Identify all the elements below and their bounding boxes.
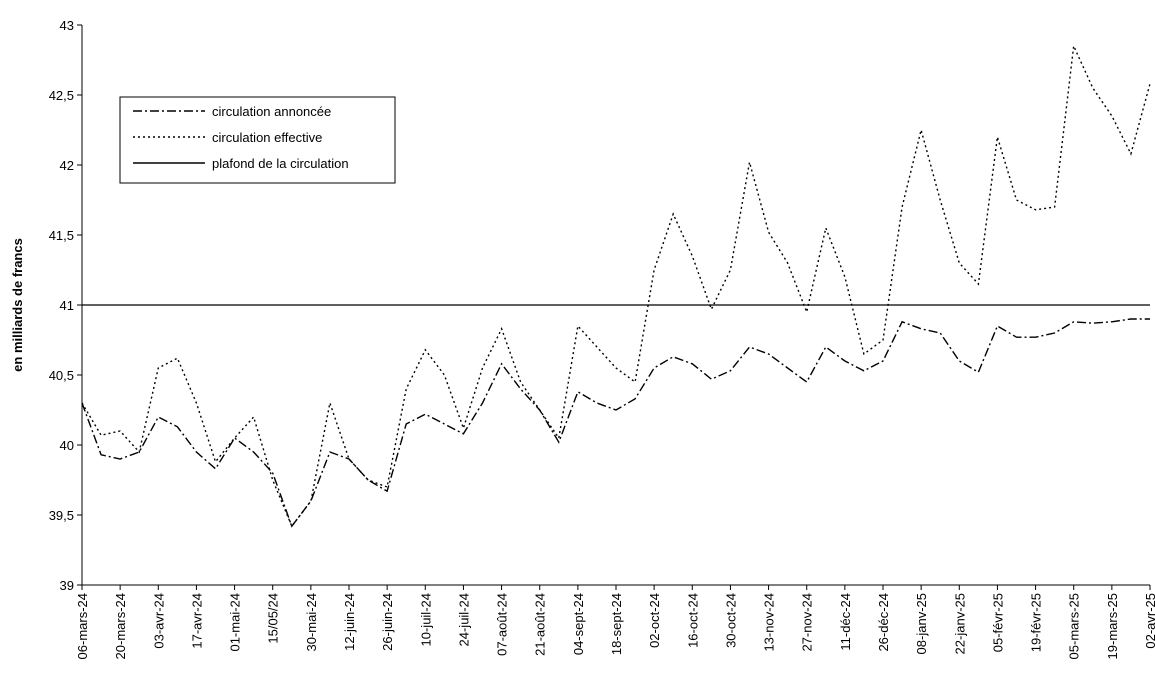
y-tick-label: 40,5 [49, 368, 74, 383]
legend-label: plafond de la circulation [212, 156, 349, 171]
x-tick-label: 11-déc-24 [838, 593, 853, 651]
legend-label: circulation annoncée [212, 104, 331, 119]
x-tick-label: 03-avr-24 [151, 593, 166, 649]
x-tick-label: 15/05/24 [266, 593, 281, 644]
x-tick-label: 02-oct-24 [647, 593, 662, 648]
x-tick-label: 24-juil-24 [456, 593, 471, 646]
x-tick-label: 22-janv-25 [952, 593, 967, 654]
x-tick-label: 20-mars-24 [113, 593, 128, 659]
x-tick-label: 18-sept-24 [609, 593, 624, 655]
x-tick-label: 05-mars-25 [1067, 593, 1082, 659]
x-tick-label: 17-avr-24 [189, 593, 204, 649]
x-tick-label: 01-mai-24 [228, 593, 243, 652]
y-tick-label: 39 [60, 578, 74, 593]
x-tick-label: 21-août-24 [533, 593, 548, 656]
x-tick-label: 12-juin-24 [342, 593, 357, 651]
y-axis-label: en milliards de francs [10, 238, 25, 372]
x-tick-label: 02-avr-25 [1143, 593, 1155, 649]
series-line [81, 43, 1151, 528]
x-tick-label: 07-août-24 [495, 593, 510, 656]
y-tick-label: 42 [60, 158, 74, 173]
y-tick-label: 42,5 [49, 88, 74, 103]
x-tick-label: 19-févr-25 [1029, 593, 1044, 652]
y-tick-label: 43 [60, 18, 74, 33]
x-tick-label: 26-juin-24 [380, 593, 395, 651]
x-tick-label: 16-oct-24 [685, 593, 700, 648]
x-tick-label: 08-janv-25 [914, 593, 929, 654]
x-tick-label: 13-nov-24 [762, 593, 777, 652]
x-tick-label: 06-mars-24 [75, 593, 90, 659]
legend [119, 96, 396, 184]
y-tick-label: 40 [60, 438, 74, 453]
y-tick-label: 39,5 [49, 508, 74, 523]
x-tick-label: 26-déc-24 [876, 593, 891, 652]
x-tick-label: 30-oct-24 [723, 593, 738, 648]
x-tick-label: 10-juil-24 [418, 593, 433, 646]
x-tick-label: 04-sept-24 [571, 593, 586, 655]
series-line [81, 318, 1150, 528]
y-tick-label: 41 [60, 298, 74, 313]
x-tick-label: 30-mai-24 [304, 593, 319, 652]
legend-label: circulation effective [212, 130, 322, 145]
x-tick-label: 19-mars-25 [1105, 593, 1120, 659]
x-tick-label: 05-févr-25 [990, 593, 1005, 652]
y-tick-label: 41,5 [49, 228, 74, 243]
x-tick-label: 27-nov-24 [800, 593, 815, 652]
